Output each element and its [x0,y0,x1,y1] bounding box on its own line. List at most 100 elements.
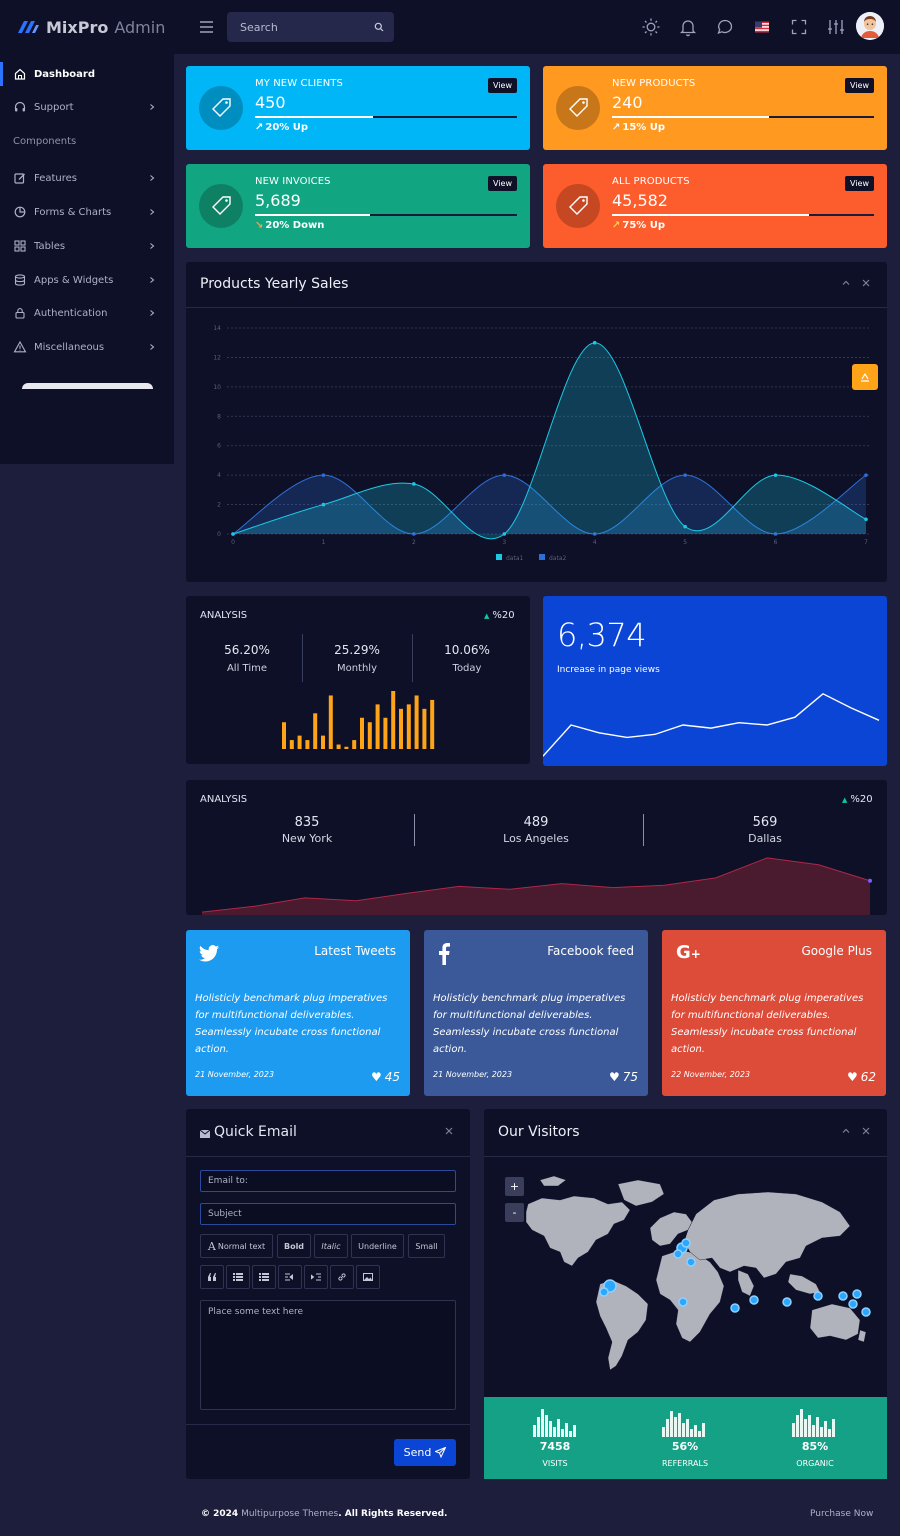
view-button[interactable]: View [488,176,517,191]
stat-value: 5,689 [255,191,301,210]
grid-icon [14,240,26,252]
stat-progress [612,214,874,216]
small-button[interactable]: Small [408,1234,445,1258]
us-flag-icon[interactable] [751,16,773,38]
sidebar-item-label: Miscellaneous [34,341,105,353]
data-point [412,482,416,486]
view-button[interactable]: View [845,78,874,93]
active-indicator [0,62,3,86]
view-button[interactable]: View [488,78,517,93]
sidebar-item-tables[interactable]: Tables [0,231,174,261]
sidebar-item-features[interactable]: Features [0,163,174,193]
search-input[interactable]: Search [227,12,394,42]
blockquote-button[interactable] [200,1265,224,1289]
sidebar-section-title: Components [13,136,77,147]
chart-export-button[interactable] [852,364,878,390]
indent-button[interactable] [304,1265,328,1289]
purchase-now-link[interactable]: Purchase Now [810,1509,874,1519]
like-count[interactable]: ♥ 62 [847,1070,876,1084]
email-subject-input[interactable]: Subject [200,1203,456,1225]
like-count[interactable]: ♥ 45 [371,1070,400,1084]
stat-value: 240 [612,93,643,112]
underline-button[interactable]: Underline [351,1234,404,1258]
bar [406,704,411,749]
series-line [543,692,880,757]
divider [414,814,415,846]
map-zoom-in-button[interactable]: + [505,1177,524,1196]
chevron-right-icon [150,209,155,215]
email-body-textarea[interactable]: Place some text here [200,1300,456,1410]
map-zoom-out-button[interactable]: - [505,1203,524,1222]
link-button[interactable] [330,1265,354,1289]
close-icon[interactable] [860,1125,872,1137]
chevron-right-icon [150,344,155,350]
email-to-input[interactable]: Email to: [200,1170,456,1192]
italic-button[interactable]: Italic [314,1234,348,1258]
post-text: Holisticly benchmark plug imperatives fo… [671,993,864,1055]
search-icon[interactable] [374,22,384,32]
sidebar-item-label: Features [34,172,77,184]
card-title: Facebook feed [547,944,634,958]
mini-bar-chart [533,1409,576,1437]
envelope-icon [200,1130,210,1138]
sidebar-scroll-handle[interactable] [22,383,153,389]
series-area [233,342,866,539]
bold-button[interactable]: Bold [277,1234,311,1258]
like-count[interactable]: ♥ 75 [609,1070,638,1084]
view-button[interactable]: View [845,176,874,191]
bullet-list-button[interactable] [226,1265,250,1289]
chat-icon[interactable] [714,16,736,38]
close-icon[interactable] [443,1125,455,1137]
sidebar [0,54,174,464]
analysis-stat: 56.20% All Time [196,643,298,674]
user-avatar[interactable] [856,12,884,40]
collapse-icon[interactable] [840,1125,852,1137]
outdent-button[interactable] [278,1265,302,1289]
bell-icon[interactable] [677,16,699,38]
stat-value: 45,582 [612,191,668,210]
headset-icon [14,101,26,112]
image-button[interactable] [356,1265,380,1289]
sidebar-item-label: Authentication [34,307,108,319]
menu-toggle-icon[interactable] [197,18,217,36]
visitor-stat-value: 85% [801,1440,829,1453]
sidebar-item-support[interactable]: Support [0,92,174,122]
y-tick-label: 12 [213,354,221,361]
normal-text-button[interactable]: A Normal text [200,1234,273,1258]
close-icon[interactable] [860,277,872,289]
sidebar-item-forms-charts[interactable]: Forms & Charts [0,197,174,227]
sidebar-item-dashboard[interactable]: Dashboard [0,59,174,89]
settings-sliders-icon[interactable] [825,16,847,38]
mini-bar-chart [662,1411,705,1437]
panel-divider [186,1156,470,1157]
stat-change-text: 20% Up [265,122,309,133]
data-point [773,473,778,477]
analysis-stat: 25.29% Monthly [306,643,408,674]
y-tick-label: 4 [217,472,221,479]
numbered-list-button[interactable] [252,1265,276,1289]
database-icon [14,274,26,286]
collapse-icon[interactable] [840,277,852,289]
visitors-stats-bar [484,1397,887,1479]
chevron-right-icon [150,175,155,181]
sidebar-item-authentication[interactable]: Authentication [0,298,174,328]
brand-logo[interactable]: MixPro Admin [16,14,165,40]
theme-sun-icon[interactable] [640,16,662,38]
world-map[interactable] [500,1170,880,1395]
heart-icon: ♥ [370,1070,382,1084]
company-link[interactable]: Multipurpose Themes [241,1509,339,1519]
fullscreen-icon[interactable] [788,16,810,38]
sidebar-item-label: Support [34,101,74,113]
facebook-card: Facebook feed Holisticly benchmark plug … [424,930,648,1096]
list-ol-icon [259,1273,269,1281]
series-line [201,857,871,913]
trend-up-icon: ▲ [842,796,848,804]
series-area [202,857,870,915]
send-button[interactable]: Send [394,1439,456,1466]
stat-card-invoices: NEW INVOICES 5,689 View ↘ 20% Down [186,164,530,248]
trend-down-icon: ↘ [255,220,264,231]
bar [422,708,427,749]
export-icon [861,372,869,382]
sidebar-item-miscellaneous[interactable]: Miscellaneous [0,332,174,362]
sidebar-item-apps-widgets[interactable]: Apps & Widgets [0,265,174,295]
